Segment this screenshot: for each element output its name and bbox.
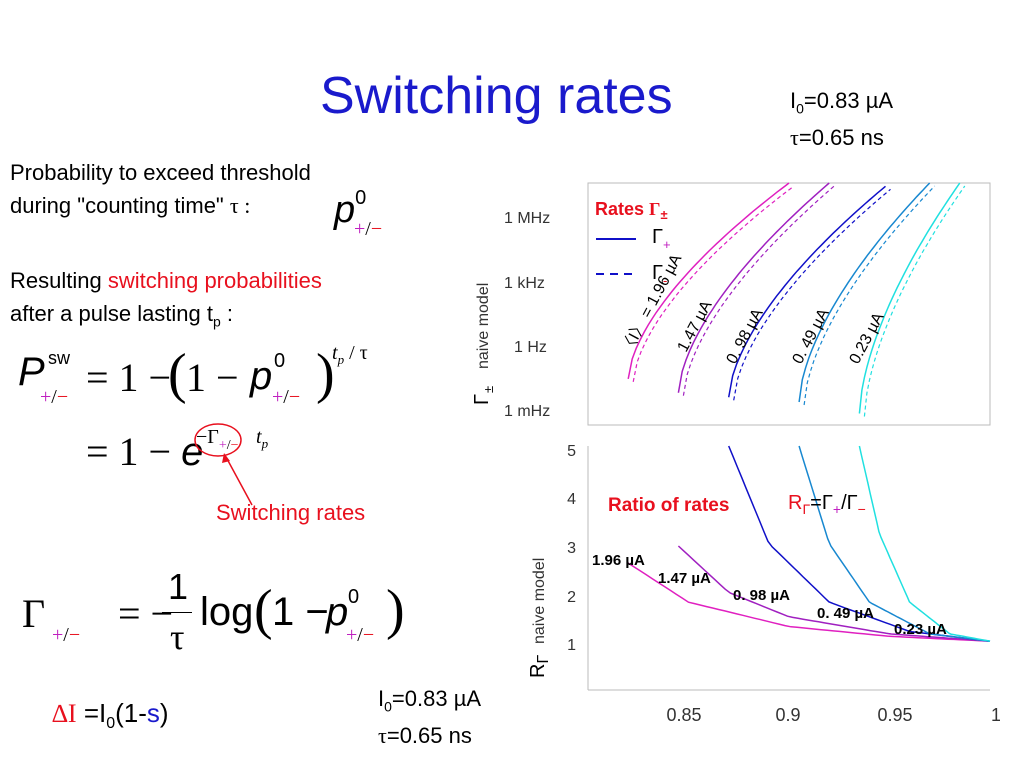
equation-psw: P sw +/− = 1 − ( 1 − p 0 +/− ) tp / τ bbox=[18, 342, 368, 408]
ratio-label-196: 1.96 µA bbox=[592, 552, 645, 569]
equation-exp: = 1 − e −Γ+/− tp bbox=[86, 426, 269, 474]
param-i0: I0=0.83 µA bbox=[790, 88, 894, 117]
ytick-5: 5 bbox=[567, 443, 576, 460]
rate-curve-plus-4 bbox=[858, 182, 961, 414]
rate-curve-minus-4 bbox=[863, 185, 966, 417]
ylabel-pm: ± bbox=[481, 386, 496, 393]
xtick-1: 1 bbox=[991, 705, 1000, 725]
xtick-090: 0.9 bbox=[775, 705, 800, 725]
result-text: Resulting switching probabilities after … bbox=[10, 264, 322, 338]
rate-curve-plus-2 bbox=[727, 185, 886, 398]
switching-rates-label: Switching rates bbox=[216, 500, 366, 525]
xtick-085: 0.85 bbox=[666, 705, 701, 725]
delta-i-formula: ∆I =I0(1-s) bbox=[52, 698, 169, 733]
equation-gamma: Γ +/− = − 1 τ log ( 1 − p 0 +/− ) bbox=[22, 566, 405, 657]
ylabel-gamma: Γ bbox=[471, 394, 493, 405]
ratio-curve-3 bbox=[798, 445, 991, 642]
ylabel-naive-model: naive model bbox=[475, 283, 492, 369]
ratio-curve-0 bbox=[627, 562, 991, 642]
ratio-label-049: 0. 49 µA bbox=[817, 605, 874, 622]
ratio-label-098: 0. 98 µA bbox=[733, 587, 790, 604]
legend-solid-label: Γ+ bbox=[652, 226, 671, 252]
frac-bar bbox=[162, 612, 192, 613]
ratio-legend-title: Ratio of rates bbox=[608, 495, 729, 516]
param-i0-bottom: I0=0.83 µA bbox=[378, 686, 482, 715]
highlight-circle bbox=[194, 423, 242, 457]
ratio-curve-4 bbox=[858, 445, 991, 642]
xtick-095: 0.95 bbox=[877, 705, 912, 725]
param-tau: τ=0.65 ns bbox=[790, 125, 884, 151]
description-text: Probability to exceed threshold during "… bbox=[10, 156, 311, 222]
ytick-4: 4 bbox=[567, 491, 576, 508]
rates-legend-title: Rates Γ± bbox=[595, 199, 668, 222]
ratio-label-023: 0.23 µA bbox=[894, 621, 947, 638]
curve-label-049: 0. 49 µA bbox=[790, 306, 833, 367]
rate-curve-plus-3 bbox=[798, 182, 931, 403]
ytick-1khz: 1 kHz bbox=[504, 275, 545, 292]
ytick-1mhz: 1 MHz bbox=[504, 210, 550, 227]
highlight-annotation bbox=[194, 423, 253, 506]
desc-line-2: during "counting time" τ : bbox=[10, 193, 251, 218]
rates-plot-frame bbox=[587, 182, 991, 426]
ytick-1millihz: 1 mHz bbox=[504, 403, 550, 420]
result-line-2: after a pulse lasting tp : bbox=[10, 301, 234, 330]
ylabel-naive-model-2: naive model bbox=[531, 558, 548, 644]
ratio-chart: 1 2 3 4 5 0.85 0.9 0.95 1 s RΓ naive mod… bbox=[527, 443, 1000, 740]
page-title: Switching rates bbox=[320, 67, 673, 125]
ytick-1hz: 1 Hz bbox=[514, 339, 547, 356]
ylabel-r: RΓ bbox=[527, 655, 552, 678]
legend-dashed-label: Γ- bbox=[652, 262, 667, 288]
param-tau-bottom: τ=0.65 ns bbox=[378, 723, 472, 749]
p-symbol: p0 +/− bbox=[334, 187, 383, 240]
curve-label-147: 1.47 µA bbox=[675, 298, 716, 355]
desc-line-1: Probability to exceed threshold bbox=[10, 160, 311, 185]
highlight-arrow bbox=[225, 456, 253, 506]
params-bottom: I0=0.83 µA τ=0.65 ns bbox=[378, 684, 481, 751]
ytick-2: 2 bbox=[567, 589, 576, 606]
params-top: I0=0.83 µA τ=0.65 ns bbox=[790, 86, 893, 153]
result-line-1: Resulting switching probabilities bbox=[10, 268, 322, 293]
xlabel-s: s bbox=[781, 735, 795, 740]
rate-curve-minus-0 bbox=[632, 185, 795, 383]
rate-curve-minus-3 bbox=[803, 185, 936, 406]
ratio-label-147: 1.47 µA bbox=[658, 570, 711, 587]
rate-curve-minus-2 bbox=[733, 188, 891, 401]
arrow-head bbox=[222, 453, 230, 463]
rate-curve-plus-1 bbox=[677, 182, 830, 393]
rate-curve-plus-0 bbox=[627, 182, 790, 380]
ratio-formula: RΓ=Γ+/Γ− bbox=[788, 492, 866, 517]
rate-curve-minus-1 bbox=[682, 185, 835, 396]
ytick-3: 3 bbox=[567, 540, 576, 557]
ytick-1: 1 bbox=[567, 637, 576, 654]
ratio-curve-1 bbox=[677, 545, 991, 642]
rates-chart: 1 MHz 1 kHz 1 Hz 1 mHz Γ ± naive model R… bbox=[471, 182, 991, 426]
